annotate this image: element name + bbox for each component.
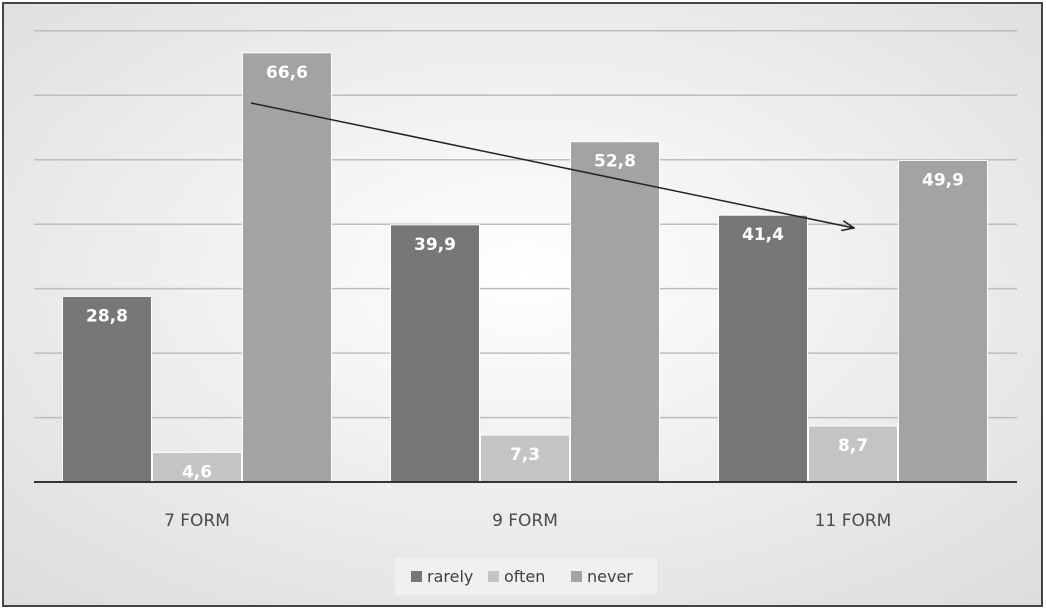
bar-often-1 [480, 434, 570, 483]
data-label: 66,6 [266, 63, 308, 83]
data-label: 28,8 [86, 306, 128, 326]
data-label: 49,9 [922, 170, 964, 190]
bar-rarely-1 [390, 224, 480, 483]
data-label: 4,6 [182, 462, 212, 482]
legend-swatch-never [571, 571, 582, 582]
bar-never-0 [242, 52, 332, 483]
bar-often-0 [152, 451, 242, 483]
category-label: 7 FORM [164, 511, 230, 531]
data-label: 39,9 [414, 235, 456, 255]
legend-label-often: often [504, 567, 545, 586]
data-label: 8,7 [838, 436, 868, 456]
category-label: 9 FORM [492, 511, 558, 531]
bars [62, 52, 988, 483]
bar-never-1 [570, 141, 660, 483]
category-label: 11 FORM [815, 511, 892, 531]
legend-label-rarely: rarely [427, 567, 473, 586]
data-label: 52,8 [594, 152, 636, 172]
bar-rarely-0 [62, 295, 152, 483]
bar-rarely-2 [718, 214, 808, 483]
data-label: 41,4 [742, 225, 784, 245]
legend-swatch-often [488, 571, 499, 582]
trend-arrow [250, 102, 854, 228]
data-labels: 28,8 4,6 66,6 39,9 7,3 52,8 41,4 8,7 49,9 [86, 63, 964, 483]
legend-label-never: never [587, 567, 633, 586]
category-labels: 7 FORM 9 FORM 11 FORM [164, 511, 891, 531]
legend-swatch-rarely [411, 571, 422, 582]
legend: rarely often never [411, 567, 633, 586]
legend-box [395, 558, 657, 595]
data-label: 7,3 [510, 445, 540, 465]
bar-never-2 [898, 159, 988, 483]
